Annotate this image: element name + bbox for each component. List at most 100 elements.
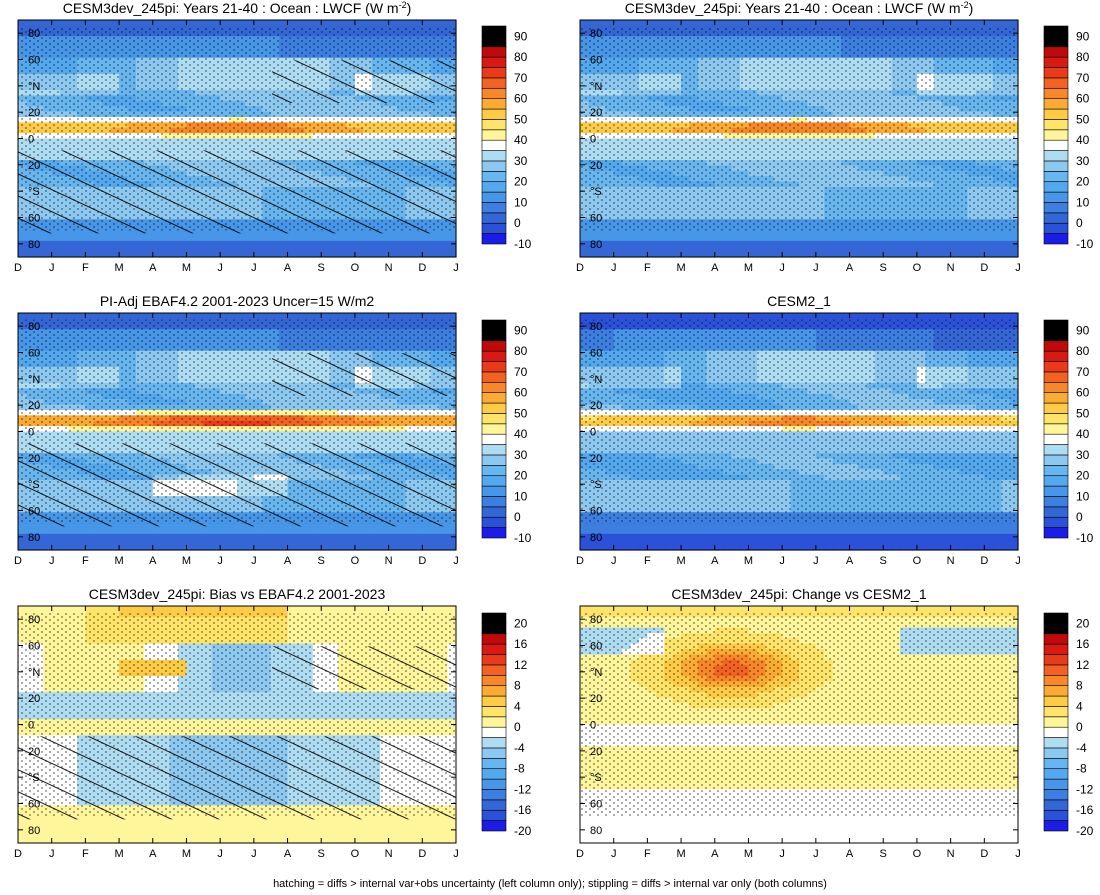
- field-cell: [169, 20, 179, 26]
- field-cell: [346, 240, 356, 247]
- field-cell: [672, 251, 682, 258]
- field-cell: [144, 20, 154, 26]
- colorbar-label: 30: [1076, 154, 1090, 168]
- x-tick-label: N: [947, 262, 955, 274]
- colorbar-label: 60: [1076, 92, 1090, 106]
- field-cell: [329, 240, 339, 247]
- field-cell: [630, 246, 640, 253]
- field-cell: [422, 235, 432, 242]
- field-cell: [413, 235, 423, 242]
- field-cell: [874, 251, 884, 258]
- field-cell: [245, 240, 255, 247]
- field-cell: [26, 313, 36, 319]
- field-cell: [849, 246, 859, 253]
- field-cell: [647, 240, 657, 247]
- field-cell: [580, 230, 590, 237]
- field-cell: [287, 251, 297, 258]
- field-cell: [942, 230, 952, 237]
- field-cell: [824, 240, 834, 247]
- field-cell: [992, 240, 1002, 247]
- field-cell: [388, 246, 398, 253]
- colorbar-label: 50: [514, 112, 528, 126]
- field-cell: [765, 251, 775, 258]
- colorbar-box: [1043, 150, 1069, 162]
- field-cell: [413, 240, 423, 247]
- colorbar-label: 70: [514, 71, 528, 85]
- field-cell: [773, 20, 783, 26]
- field-cell: [43, 240, 53, 247]
- field-cell: [866, 235, 876, 242]
- field-cell: [773, 235, 783, 242]
- field-cell: [295, 251, 305, 258]
- field-cell: [119, 240, 129, 247]
- field-cell: [18, 20, 28, 26]
- field-cell: [135, 251, 145, 258]
- field-cell: [321, 251, 331, 258]
- field-cell: [68, 20, 78, 26]
- field-cell: [689, 240, 699, 247]
- x-tick-label: D: [14, 262, 22, 274]
- colorbar-box: [1043, 46, 1069, 58]
- field-cell: [588, 235, 598, 242]
- field-cell: [908, 246, 918, 253]
- field-cell: [748, 20, 758, 26]
- field-cell: [613, 230, 623, 237]
- field-cell: [144, 240, 154, 247]
- field-cell: [756, 235, 766, 242]
- field-cell: [706, 240, 716, 247]
- field-cell: [430, 251, 440, 258]
- field-cell: [430, 20, 440, 26]
- field-cell: [211, 235, 221, 242]
- panel-2-title: CESM3dev_245pi: Years 21-40 : Ocean : LW…: [625, 0, 974, 16]
- field-cell: [43, 533, 53, 540]
- field-cell: [34, 528, 44, 535]
- field-cell: [681, 230, 691, 237]
- colorbar-box: [1043, 36, 1069, 48]
- field-cell: [748, 246, 758, 253]
- field-cell: [354, 251, 364, 258]
- field-cell: [422, 251, 432, 258]
- field-cell: [605, 240, 615, 247]
- field-cell: [731, 251, 741, 258]
- field-cell: [799, 251, 809, 258]
- x-tick-label: M: [114, 262, 123, 274]
- field-cell: [782, 246, 792, 253]
- field-cell: [723, 251, 733, 258]
- panel-1-hatching: [18, 150, 456, 234]
- field-cell: [664, 235, 674, 242]
- field-cell: [731, 246, 741, 253]
- field-cell: [76, 251, 86, 258]
- field-cell: [152, 235, 162, 242]
- colorbar-box: [1043, 129, 1069, 141]
- field-cell: [194, 251, 204, 258]
- field-cell: [613, 235, 623, 242]
- field-cell: [430, 235, 440, 242]
- field-cell: [975, 230, 985, 237]
- colorbar-box: [481, 171, 507, 183]
- x-tick-label: J: [49, 262, 55, 274]
- field-cell: [605, 20, 615, 26]
- field-cell: [237, 246, 247, 253]
- colorbar-box: [1043, 98, 1069, 110]
- field-cell: [211, 240, 221, 247]
- field-cell: [857, 251, 867, 258]
- field-cell: [967, 235, 977, 242]
- field-cell: [388, 235, 398, 242]
- field-cell: [891, 20, 901, 26]
- x-tick-label: D: [576, 262, 584, 274]
- field-cell: [916, 235, 926, 242]
- field-cell: [279, 246, 289, 253]
- field-cell: [706, 230, 716, 237]
- field-cell: [891, 246, 901, 253]
- panel-1: CESM3dev_245pi: Years 21-40 : Ocean : LW…: [14, 0, 532, 274]
- x-tick-label: J: [251, 262, 257, 274]
- field-cell: [295, 246, 305, 253]
- field-cell: [841, 240, 851, 247]
- field-cell: [371, 235, 381, 242]
- field-cell: [630, 20, 640, 26]
- field-cell: [194, 20, 204, 26]
- colorbar-box: [1043, 222, 1069, 234]
- field-cell: [237, 251, 247, 258]
- field-cell: [397, 235, 407, 242]
- field-cell: [706, 251, 716, 258]
